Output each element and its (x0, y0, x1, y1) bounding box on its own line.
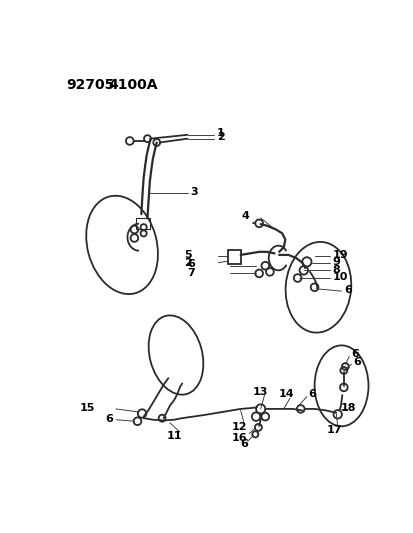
Text: 15: 15 (80, 403, 95, 413)
Text: 92705: 92705 (66, 78, 115, 92)
Bar (135, 218, 150, 229)
Text: 3: 3 (190, 187, 197, 197)
Text: 6: 6 (187, 259, 195, 269)
Text: 17: 17 (326, 425, 342, 435)
Text: 9: 9 (332, 257, 339, 267)
Text: 4: 4 (241, 212, 249, 221)
Text: 13: 13 (252, 387, 268, 397)
Text: 6: 6 (308, 389, 316, 399)
Text: 1: 1 (216, 128, 224, 138)
Text: 16: 16 (231, 433, 246, 443)
Text: 6: 6 (105, 414, 113, 424)
Text: 4100A: 4100A (108, 78, 157, 92)
Text: 10: 10 (332, 272, 347, 282)
Text: 19: 19 (332, 250, 347, 260)
Text: 2: 2 (183, 257, 191, 268)
Bar (228, 251, 240, 264)
Text: 6: 6 (240, 439, 248, 449)
Text: 2: 2 (216, 132, 224, 142)
Text: 6: 6 (343, 285, 351, 295)
Text: 12: 12 (231, 422, 246, 432)
Text: 11: 11 (166, 431, 182, 441)
Text: 7: 7 (187, 268, 195, 278)
Text: 6: 6 (352, 357, 360, 367)
Text: 5: 5 (183, 250, 191, 260)
Text: 6: 6 (350, 349, 358, 359)
Text: 14: 14 (278, 389, 294, 399)
Text: 8: 8 (332, 264, 339, 274)
Text: 18: 18 (340, 403, 355, 413)
